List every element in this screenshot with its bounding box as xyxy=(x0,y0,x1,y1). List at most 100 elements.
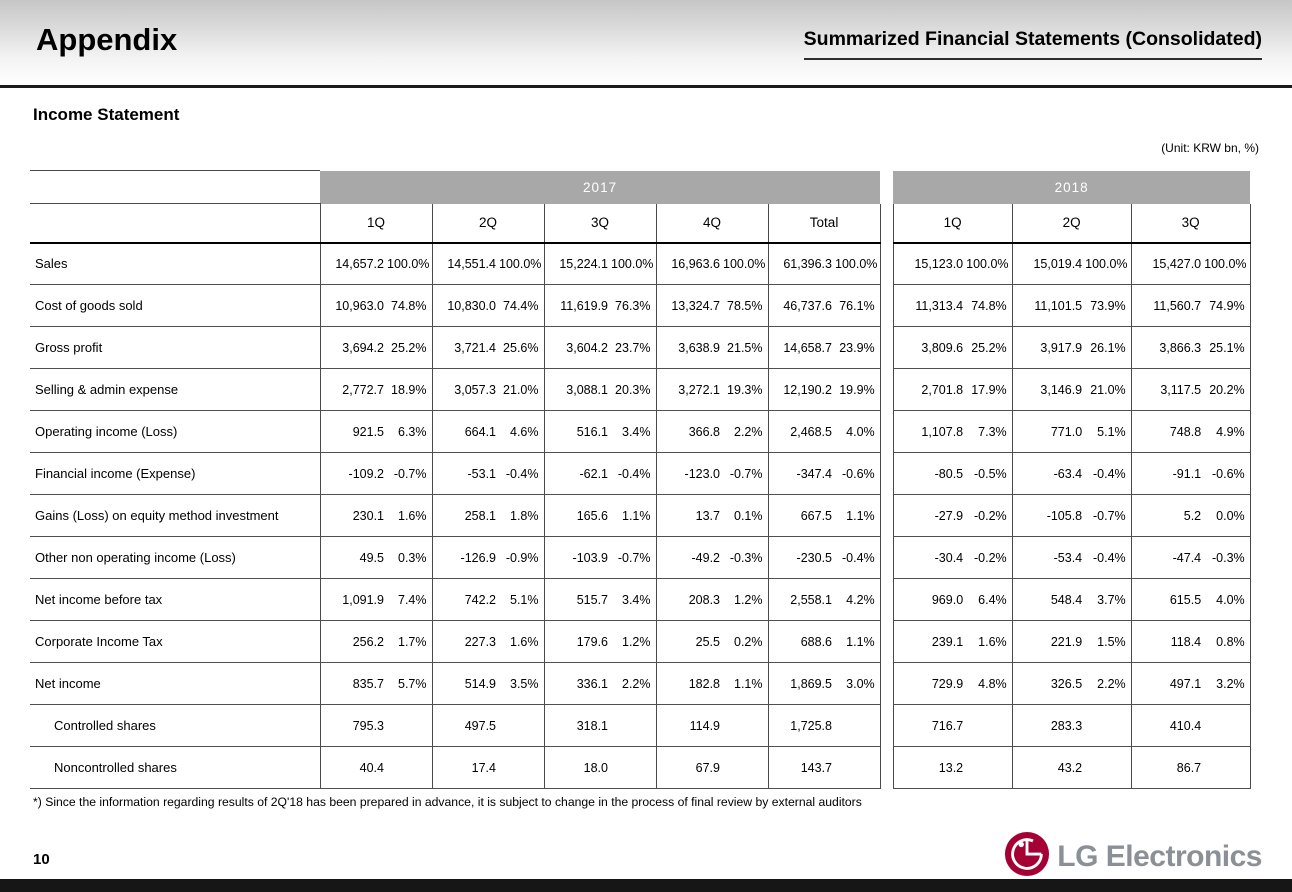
value-cell: -123.0 xyxy=(655,452,723,495)
value-cell: 5.2 xyxy=(1130,494,1205,537)
pct-cell: 1.7% xyxy=(387,620,432,663)
column-gap xyxy=(880,578,894,621)
pct-cell: 1.6% xyxy=(387,494,432,537)
pct-cell: -0.4% xyxy=(1085,452,1132,495)
pct-cell: 100.0% xyxy=(723,242,768,285)
value-cell: 3,088.1 xyxy=(543,368,611,411)
value-cell: 86.7 xyxy=(1130,746,1205,789)
pct-cell: -0.5% xyxy=(966,452,1013,495)
pct-cell: 3.0% xyxy=(835,662,881,705)
income-statement-table: 2017 2018 1Q 2Q 3Q 4Q Total 1Q 2Q 3Q Sales 14,657.2… xyxy=(30,170,1251,789)
value-cell: 14,551.4 xyxy=(431,242,499,285)
value-cell: 40.4 xyxy=(319,746,387,789)
value-cell: 16,963.6 xyxy=(655,242,723,285)
pct-cell: 26.1% xyxy=(1085,326,1132,369)
value-cell: 25.5 xyxy=(655,620,723,663)
pct-cell: -0.7% xyxy=(611,536,656,579)
value-cell: -105.8 xyxy=(1011,494,1086,537)
table-row: Corporate Income Tax 256.2 1.7% 227.3 1.6% 17… xyxy=(30,620,1251,663)
value-cell: -49.2 xyxy=(655,536,723,579)
value-cell: 336.1 xyxy=(543,662,611,705)
value-cell: 10,830.0 xyxy=(431,284,499,327)
pct-cell: 0.3% xyxy=(387,536,432,579)
column-gap xyxy=(880,410,894,453)
page-number: 10 xyxy=(33,851,50,868)
pct-cell: 74.9% xyxy=(1204,284,1251,327)
row-label: Operating income (Loss) xyxy=(30,410,320,453)
pct-cell: 74.8% xyxy=(966,284,1013,327)
column-gap xyxy=(880,452,894,495)
pct-cell: 18.9% xyxy=(387,368,432,411)
value-cell: 1,107.8 xyxy=(892,410,967,453)
value-cell: 3,694.2 xyxy=(319,326,387,369)
value-cell: 10,963.0 xyxy=(319,284,387,327)
pct-cell xyxy=(723,746,768,789)
pct-cell: 20.3% xyxy=(611,368,656,411)
column-gap xyxy=(880,203,894,243)
table-row: Cost of goods sold 10,963.0 74.8% 10,830.0 7… xyxy=(30,284,1251,327)
value-cell: 748.8 xyxy=(1130,410,1205,453)
value-cell: 114.9 xyxy=(655,704,723,747)
pct-cell: 25.2% xyxy=(387,326,432,369)
value-cell: -47.4 xyxy=(1130,536,1205,579)
pct-cell: 0.1% xyxy=(723,494,768,537)
value-cell: 921.5 xyxy=(319,410,387,453)
value-cell: 2,772.7 xyxy=(319,368,387,411)
value-cell: 366.8 xyxy=(655,410,723,453)
pct-cell xyxy=(387,746,432,789)
value-cell: 410.4 xyxy=(1130,704,1205,747)
pct-cell: -0.6% xyxy=(835,452,881,495)
value-cell: -91.1 xyxy=(1130,452,1205,495)
value-cell: 3,809.6 xyxy=(892,326,967,369)
pct-cell: 1.1% xyxy=(835,494,881,537)
value-cell: -53.1 xyxy=(431,452,499,495)
value-cell: -103.9 xyxy=(543,536,611,579)
pct-cell: 100.0% xyxy=(1204,242,1251,285)
value-cell: 179.6 xyxy=(543,620,611,663)
row-label: Corporate Income Tax xyxy=(30,620,320,663)
pct-cell: 1.8% xyxy=(499,494,544,537)
value-cell: 182.8 xyxy=(655,662,723,705)
pct-cell: 3.4% xyxy=(611,410,656,453)
value-cell: 15,019.4 xyxy=(1011,242,1086,285)
pct-cell: 1.1% xyxy=(611,494,656,537)
pct-cell: 7.3% xyxy=(966,410,1013,453)
pct-cell: 25.1% xyxy=(1204,326,1251,369)
quarter-header: 2Q xyxy=(1011,203,1132,244)
bottom-bar xyxy=(0,879,1292,892)
pct-cell: 1.2% xyxy=(611,620,656,663)
year-band-2018: 2018 xyxy=(893,170,1251,204)
value-cell: 514.9 xyxy=(431,662,499,705)
value-cell: 716.7 xyxy=(892,704,967,747)
value-cell: -63.4 xyxy=(1011,452,1086,495)
year-band-row: 2017 2018 xyxy=(30,170,1251,204)
quarter-header: 2Q xyxy=(431,203,545,244)
label-column-header xyxy=(30,170,320,204)
value-cell: 165.6 xyxy=(543,494,611,537)
pct-cell: -0.4% xyxy=(499,452,544,495)
quarter-header: 1Q xyxy=(892,203,1013,244)
value-cell: 664.1 xyxy=(431,410,499,453)
value-cell: 239.1 xyxy=(892,620,967,663)
pct-cell: -0.7% xyxy=(723,452,768,495)
table-row: Controlled shares 795.3 497.5 318.1 114.9 1,7… xyxy=(30,704,1251,747)
pct-cell: 100.0% xyxy=(1085,242,1132,285)
pct-cell: 23.7% xyxy=(611,326,656,369)
pct-cell: 21.0% xyxy=(1085,368,1132,411)
pct-cell: 2.2% xyxy=(723,410,768,453)
value-cell: 3,057.3 xyxy=(431,368,499,411)
pct-cell: 5.7% xyxy=(387,662,432,705)
lg-symbol-icon xyxy=(1004,831,1050,882)
pct-cell: 3.5% xyxy=(499,662,544,705)
pct-cell xyxy=(1204,746,1251,789)
row-label: Cost of goods sold xyxy=(30,284,320,327)
pct-cell xyxy=(1085,704,1132,747)
pct-cell: 0.8% xyxy=(1204,620,1251,663)
table-row: Net income before tax 1,091.9 7.4% 742.2 5.1… xyxy=(30,578,1251,621)
quarter-header: Total xyxy=(767,203,881,244)
value-cell: 1,869.5 xyxy=(767,662,835,705)
value-cell: 227.3 xyxy=(431,620,499,663)
pct-cell: 74.8% xyxy=(387,284,432,327)
pct-cell xyxy=(611,704,656,747)
